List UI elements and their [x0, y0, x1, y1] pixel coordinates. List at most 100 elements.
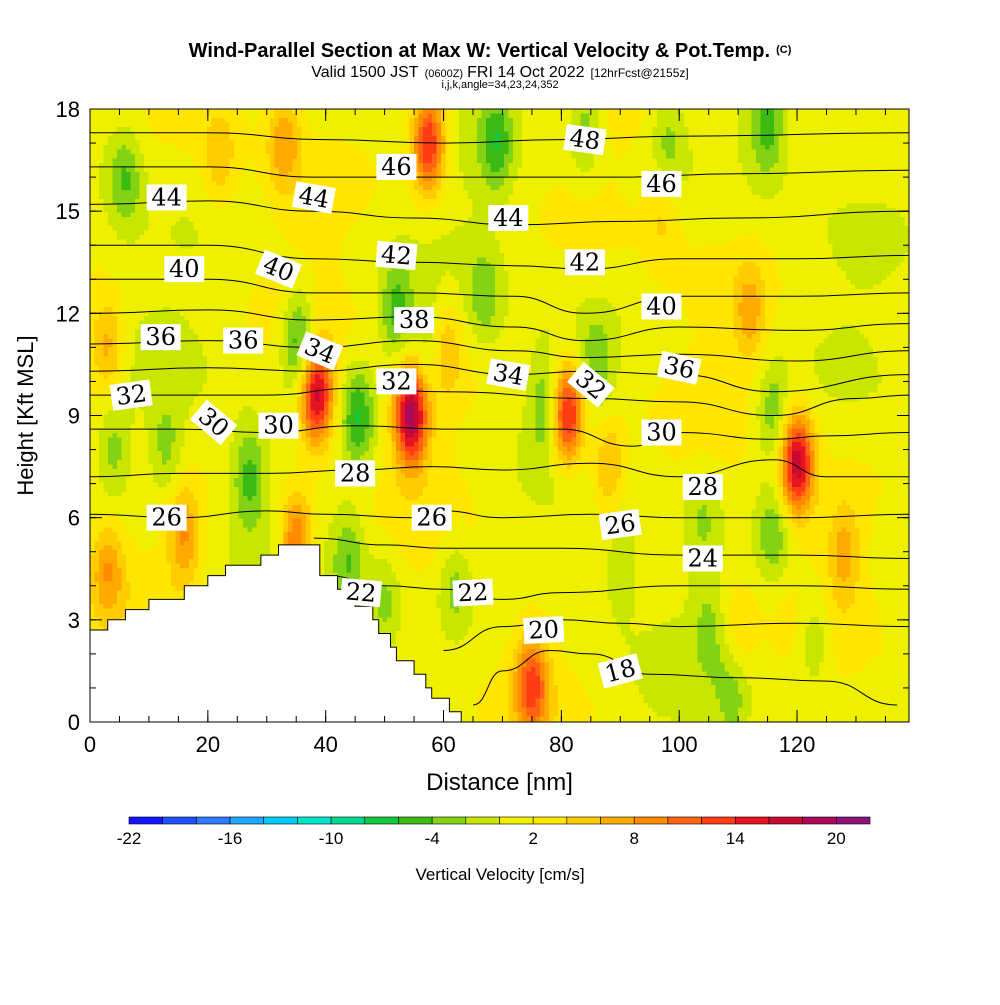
contour-label: 24	[683, 545, 723, 573]
contour-label-text: 30	[263, 412, 294, 440]
colorbar-swatch	[634, 817, 668, 824]
contour-label-text: 32	[114, 379, 148, 411]
y-axis-label: Height [Kft MSL]	[13, 335, 38, 495]
x-tick-label: 120	[779, 732, 816, 757]
contour-label-text: 48	[568, 124, 602, 156]
colorbar-swatch	[601, 817, 635, 824]
contour-label: 36	[141, 323, 181, 351]
contour-label: 44	[488, 204, 528, 232]
colorbar-swatch	[702, 817, 736, 824]
contour-label-text: 24	[688, 545, 719, 573]
colorbar-tick-label: 14	[726, 829, 745, 848]
contour-label: 22	[340, 577, 382, 608]
chart-title-main: Wind-Parallel Section at Max W: Vertical…	[189, 40, 770, 62]
contour-label-text: 22	[457, 578, 489, 608]
colorbar-swatch	[432, 817, 466, 824]
contour-label-text: 32	[381, 367, 412, 395]
x-tick-label: 40	[313, 732, 337, 757]
colorbar-tick-label: -4	[425, 829, 440, 848]
y-tick-label: 0	[68, 710, 80, 735]
contour-label-text: 26	[603, 509, 637, 541]
contour-label-text: 28	[688, 473, 719, 501]
y-tick-label: 6	[68, 506, 80, 531]
contour-label-text: 22	[345, 577, 378, 608]
contour-label-text: 40	[646, 293, 677, 321]
contour-label: 32	[109, 378, 153, 411]
contour-label: 26	[599, 508, 643, 541]
contour-label: 22	[452, 578, 493, 608]
colorbar-tick-label: -16	[218, 829, 243, 848]
y-tick-label: 9	[68, 404, 80, 429]
contour-label-text: 34	[491, 358, 526, 391]
y-tick-label: 15	[56, 199, 80, 224]
colorbar-swatch	[466, 817, 500, 824]
contour-label: 30	[642, 419, 682, 447]
contour-label-text: 42	[380, 240, 413, 271]
contour-label-text: 42	[570, 248, 601, 276]
contour-label-text: 44	[151, 184, 182, 212]
contour-label-text: 44	[493, 204, 524, 232]
colorbar-swatch	[129, 817, 163, 824]
colorbar-tick-label: 20	[827, 829, 846, 848]
colorbar-tick-label: -10	[319, 829, 344, 848]
contour-label: 40	[642, 293, 682, 321]
colorbar-swatch	[735, 817, 769, 824]
contour-label: 40	[164, 255, 204, 283]
colorbar-swatch	[297, 817, 331, 824]
colorbar-swatch	[803, 817, 837, 824]
colorbar-swatch	[836, 817, 870, 824]
contour-label-text: 36	[145, 323, 176, 351]
colorbar-swatch	[264, 817, 298, 824]
section-info: i,j,k,angle=34,23,24,352	[441, 79, 558, 91]
colorbar-swatch	[769, 817, 803, 824]
colorbar-swatch	[567, 817, 601, 824]
contour-label: 26	[147, 504, 187, 532]
contour-label-text: 26	[151, 504, 182, 532]
contour-label: 44	[147, 184, 187, 212]
x-tick-label: 100	[661, 732, 698, 757]
subtitle-forecast: [12hrFcst@2155z]	[591, 66, 689, 80]
plot-area: 44 40 36 32 26 30 36 40 44 34 30 46 42 38 32 28 26 22 22 48…	[90, 109, 910, 726]
x-tick-label: 60	[431, 732, 455, 757]
colorbar-swatch	[668, 817, 702, 824]
chart-title-mark: (C)	[776, 44, 792, 56]
contour-label: 46	[376, 153, 416, 181]
contour-label-text: 36	[228, 327, 259, 355]
colorbar-swatch	[365, 817, 399, 824]
colorbar-swatch	[398, 817, 432, 824]
contour-label-text: 26	[416, 504, 447, 532]
contour-label: 36	[223, 327, 263, 355]
contour-label: 42	[565, 248, 605, 276]
contour-label-text: 20	[528, 615, 560, 645]
contour-label: 42	[375, 240, 417, 271]
contour-label-text: 46	[646, 170, 677, 198]
y-tick-label: 18	[56, 97, 80, 122]
x-axis-label: Distance [nm]	[426, 769, 573, 796]
contour-label-text: 28	[340, 459, 371, 487]
contour-label-text: 30	[646, 419, 677, 447]
colorbar-swatch	[500, 817, 534, 824]
colorbar-swatch	[331, 817, 365, 824]
y-tick-label: 3	[68, 608, 80, 633]
contour-label: 26	[412, 504, 452, 532]
y-tick-label: 12	[56, 301, 80, 326]
contour-label: 20	[523, 615, 564, 645]
x-tick-label: 80	[549, 732, 573, 757]
contour-label: 32	[376, 367, 416, 395]
contour-label: 30	[259, 412, 299, 440]
colorbar-swatch	[533, 817, 567, 824]
contour-label: 38	[394, 306, 434, 334]
subtitle-valid: Valid 1500 JST	[311, 64, 419, 81]
x-tick-label: 0	[84, 732, 96, 757]
colorbar-tick-label: -22	[117, 829, 142, 848]
colorbar-swatch	[230, 817, 264, 824]
colorbar-swatch	[196, 817, 230, 824]
x-tick-label: 20	[196, 732, 220, 757]
contour-label: 28	[335, 459, 375, 487]
colorbar-swatch	[163, 817, 197, 824]
colorbar-tick-label: 8	[629, 829, 638, 848]
contour-label-text: 38	[399, 306, 430, 334]
contour-label-text: 46	[381, 153, 412, 181]
